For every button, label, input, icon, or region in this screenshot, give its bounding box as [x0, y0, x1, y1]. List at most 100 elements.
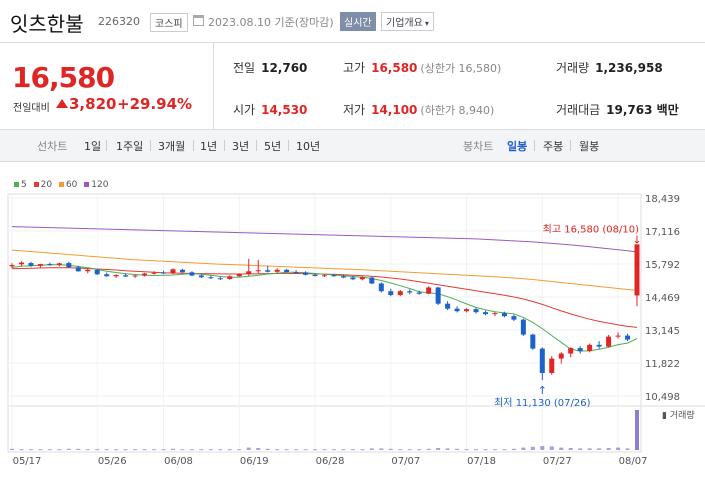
ma5-swatch: [14, 181, 19, 187]
candle: [227, 276, 233, 280]
candle: [322, 275, 327, 277]
stat-label: 저가: [343, 103, 366, 117]
ma120-label: 120: [91, 180, 109, 190]
candle: [606, 336, 612, 347]
candle: [435, 287, 441, 304]
candle: [189, 272, 195, 276]
stat-prev-close: 전일 12,760: [233, 59, 307, 76]
candle: [18, 262, 24, 265]
candle: [198, 275, 204, 278]
candle: [340, 276, 346, 278]
volume-bar: [47, 449, 52, 451]
volume-bar: [360, 449, 365, 451]
base-date: 2023.08.10 기준(장마감): [208, 16, 334, 29]
x-tick-label: 06/19: [240, 456, 269, 467]
stat-value: 16,580: [371, 61, 418, 75]
ma5-line: [11, 264, 638, 352]
candle: [85, 269, 91, 272]
volume-bar: [133, 449, 138, 451]
volume-bar: [426, 448, 431, 450]
candle: [217, 278, 223, 280]
separator: [193, 140, 194, 151]
volume-bar: [597, 448, 602, 450]
volume-bar: [474, 449, 479, 451]
candle: [274, 269, 280, 272]
stock-code: 226320: [98, 15, 140, 28]
stock-name: 잇츠한불: [10, 12, 84, 36]
volume-label: ▮ 거래량: [662, 409, 695, 421]
stat-value: 14,530: [261, 103, 308, 117]
volume-bar: [66, 448, 71, 450]
candle: [113, 275, 119, 277]
x-tick-label: 05/26: [98, 456, 127, 467]
stat-value: 19,763 백만: [606, 103, 679, 117]
down-arrow-icon: ↓: [632, 233, 641, 246]
period-5y[interactable]: 5년: [264, 140, 282, 153]
price-change-pct: +29.94%: [117, 95, 193, 113]
volume-bar: [114, 449, 119, 451]
volume-bar: [578, 448, 583, 450]
stat-label: 시가: [233, 103, 256, 117]
period-1y[interactable]: 1년: [200, 140, 218, 153]
separator: [288, 140, 289, 151]
period-1d[interactable]: 1일: [84, 140, 102, 153]
candle: [454, 308, 460, 312]
x-tick-label: 07/07: [391, 456, 420, 467]
volume-bar: [313, 449, 318, 451]
volume-bar: [606, 448, 611, 450]
candle: [47, 264, 53, 266]
y-tick-label: 11,822: [645, 359, 680, 370]
period-1w[interactable]: 1주일: [116, 140, 144, 153]
stock-chart[interactable]: 18,439 17,116 15,792 14,469 13,145 11,822 10,4…: [0, 190, 705, 488]
volume-bar: [549, 446, 554, 450]
candle: [530, 334, 536, 349]
realtime-button[interactable]: 실시간: [340, 12, 376, 31]
candle-weekly[interactable]: 주봉: [543, 140, 564, 153]
stat-label: 전일: [233, 61, 256, 75]
period-3m[interactable]: 3개월: [158, 140, 186, 153]
company-info-dropdown[interactable]: 기업개요 ▾: [381, 12, 434, 31]
volume-bar: [227, 449, 232, 451]
volume-bar: [407, 449, 412, 451]
candle-daily[interactable]: 일봉: [507, 140, 528, 153]
period-10y[interactable]: 10년: [296, 140, 321, 153]
candle: [265, 270, 271, 272]
ma60-line: [11, 249, 638, 291]
volume-bar: [57, 449, 62, 451]
separator: [106, 140, 107, 151]
stat-volume: 거래량 1,236,958: [556, 59, 663, 76]
candle: [94, 269, 100, 275]
candle-monthly[interactable]: 월봉: [579, 140, 600, 153]
candle: [625, 335, 631, 340]
candle: [246, 271, 252, 275]
market-badge: 코스피: [150, 13, 188, 32]
separator: [224, 140, 225, 151]
candle: [369, 277, 375, 284]
volume-bar: [237, 449, 242, 451]
volume-bar: [85, 449, 90, 451]
candle: [539, 348, 545, 374]
candle: [426, 287, 432, 294]
candle: [9, 265, 15, 267]
separator: [256, 140, 257, 151]
candle: [587, 344, 593, 352]
ma-legend: 5 20 60 120: [10, 180, 108, 190]
volume-bar: [530, 446, 535, 450]
stat-label: 거래량: [556, 61, 590, 75]
candle: [359, 277, 365, 280]
period-3y[interactable]: 3년: [232, 140, 250, 153]
candle: [255, 270, 261, 272]
volume-bar: [540, 446, 545, 450]
candle: [284, 269, 290, 273]
volume-bar: [256, 448, 261, 450]
up-arrow-icon: [56, 99, 68, 108]
candle: [464, 309, 470, 312]
separator: [534, 140, 535, 151]
candle: [179, 269, 185, 273]
volume-bar: [369, 448, 374, 450]
volume-bar: [587, 448, 592, 450]
volume-bar: [483, 449, 488, 451]
candle: [151, 272, 157, 274]
volume-bar: [28, 449, 33, 451]
candle-chart-label: 봉차트: [463, 140, 494, 153]
